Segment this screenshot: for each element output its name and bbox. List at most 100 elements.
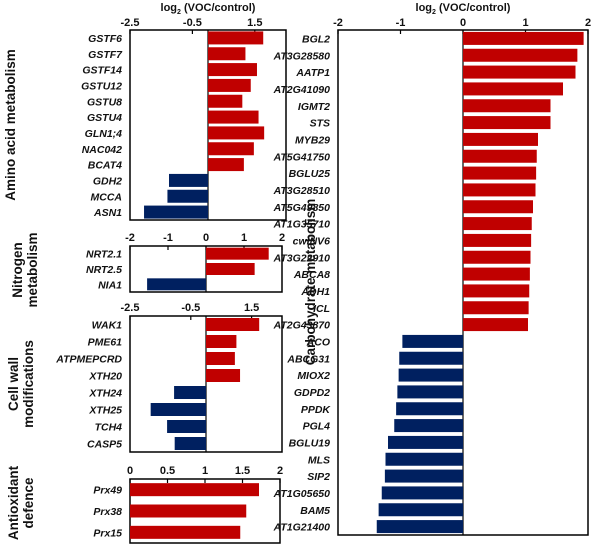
bar-asn1 <box>144 205 208 219</box>
bar-at5g41750 <box>463 149 537 163</box>
bar-abca8 <box>463 267 530 281</box>
bar-icl <box>463 301 529 315</box>
cellwall-tick-label: -2.5 <box>121 302 140 314</box>
carbo-category-label: Carbohydrate metabolism <box>303 199 318 366</box>
gene-label: GSTU12 <box>81 80 122 92</box>
gene-label: Prx49 <box>93 485 122 497</box>
cellwall-category-label: Cell wallmodifications <box>6 340 36 428</box>
bar-pme61 <box>206 335 237 348</box>
bar-wak1 <box>206 318 260 331</box>
gene-label: GDPD2 <box>294 387 330 399</box>
antioxidant-tick-label: 0.5 <box>160 465 175 477</box>
gene-label: GSTF7 <box>88 49 123 61</box>
carbo-axis-title: log2 (VOC/control) <box>416 2 511 16</box>
gene-label: cwINV6 <box>293 235 331 247</box>
nitrogen-tick-label: 1 <box>241 232 247 244</box>
nitrogen-tick-label: -1 <box>163 232 173 244</box>
bar-nrt2-1 <box>206 247 269 260</box>
carbo-tick-label: -2 <box>333 17 343 29</box>
amino-category-label: Amino acid metabolism <box>3 49 18 201</box>
gene-label: AATP1 <box>295 67 330 79</box>
bar-at2g41090 <box>463 82 563 96</box>
bar-atpmepcrd <box>206 352 235 365</box>
gene-label: IGMT2 <box>298 101 330 113</box>
gene-label: AT2G41090 <box>273 84 331 96</box>
bar-gstf6 <box>208 31 264 45</box>
bar-xth20 <box>206 369 241 382</box>
bar-igmt2 <box>463 99 551 113</box>
antioxidant-tick-label: 2 <box>277 465 283 477</box>
bar-myb29 <box>463 132 538 146</box>
gene-label: PGL4 <box>303 421 331 433</box>
bar-aatp1 <box>463 65 576 79</box>
gene-label: NRT2.5 <box>86 264 122 276</box>
gene-label: MYB29 <box>295 134 330 146</box>
amino-tick-label: -0.5 <box>183 17 202 29</box>
carbo-tick-label: 2 <box>585 17 591 29</box>
nitrogen-tick-label: -2 <box>125 232 135 244</box>
panel-nitrogen: -2 -1 0 1 2 NRT2.1 NRT2.5 NIA1 Nitrogenmetabolis… <box>10 232 285 308</box>
gene-label: NIA1 <box>98 279 122 291</box>
gene-label: GLN1;4 <box>85 128 123 140</box>
bar-at1g05650 <box>381 486 463 500</box>
bar-bglu19 <box>388 435 463 449</box>
bar-pgl4 <box>394 419 463 433</box>
gene-label: ADH1 <box>300 286 330 298</box>
bar-gstf7 <box>208 47 246 61</box>
gene-label: GDH2 <box>93 175 122 187</box>
bar-at3g28580 <box>463 48 578 62</box>
bar-at3g28510 <box>463 183 536 197</box>
gene-label: Prx15 <box>93 527 122 539</box>
cellwall-tick-label: -0.5 <box>181 302 200 314</box>
gene-label: ATPMEPCRD <box>55 354 122 366</box>
panel-carbo: -2 -1 0 1 2 log2 (VOC/control) BGL2 AT3G28580 AA… <box>273 2 591 536</box>
carbo-tick-label: 1 <box>522 17 528 29</box>
bar-miox2 <box>398 368 463 382</box>
gene-label: AT3G28510 <box>273 185 331 197</box>
cellwall-tick-label: 1.5 <box>244 302 259 314</box>
gene-label: NRT2.1 <box>86 249 122 261</box>
bar-tch4 <box>167 420 206 433</box>
nitrogen-tick-label: 0 <box>203 232 209 244</box>
bar-xth25 <box>150 403 206 416</box>
gene-label: GSTF14 <box>82 65 122 77</box>
bar-mcca <box>167 189 208 203</box>
gene-label: CASP5 <box>87 439 122 451</box>
gene-label: BGLU25 <box>289 168 331 180</box>
bar-gdh2 <box>169 173 208 187</box>
gene-label: PME61 <box>88 337 123 349</box>
bar-mls <box>385 452 463 466</box>
gene-label: AT5G41750 <box>273 151 331 163</box>
bar-at5g49850 <box>463 200 533 214</box>
gene-label: SIP2 <box>307 471 330 483</box>
bar-xth24 <box>174 386 206 399</box>
gene-label: MLS <box>308 454 330 466</box>
bar-nrt2-5 <box>206 263 255 275</box>
amino-tick-label: -2.5 <box>121 17 140 29</box>
bar-gdpd2 <box>397 385 463 399</box>
bar-prx49 <box>130 483 259 497</box>
antioxidant-tick-label: 1 <box>202 465 208 477</box>
bar-gstu12 <box>208 78 251 92</box>
gene-label: TCH4 <box>95 422 123 434</box>
bar-prx15 <box>130 525 241 539</box>
bar-at1g35710 <box>463 217 532 231</box>
gene-label: AT5G49850 <box>273 202 331 214</box>
amino-axis-title: log2 (VOC/control) <box>161 2 256 16</box>
panel-antioxidant: 0 0.5 1 1.5 2 Prx49 Prx38 Prx15 Antioxidantdefen… <box>6 465 283 544</box>
bar-bgl2 <box>463 31 584 45</box>
gene-label: Prx38 <box>93 506 122 518</box>
gene-label: BAM5 <box>300 505 330 517</box>
bar-gln1-4 <box>208 126 265 140</box>
gene-label: WAK1 <box>92 320 122 332</box>
carbo-tick-label: -1 <box>396 17 406 29</box>
gene-label: XTH20 <box>88 371 122 383</box>
gene-label: BGL2 <box>302 33 330 45</box>
nitrogen-category-label: Nitrogenmetabolism <box>10 232 40 307</box>
bar-gstu8 <box>208 94 243 108</box>
bar-casp5 <box>174 437 206 450</box>
bar-ppdk <box>396 402 463 416</box>
bar-at3g22910 <box>463 250 531 264</box>
